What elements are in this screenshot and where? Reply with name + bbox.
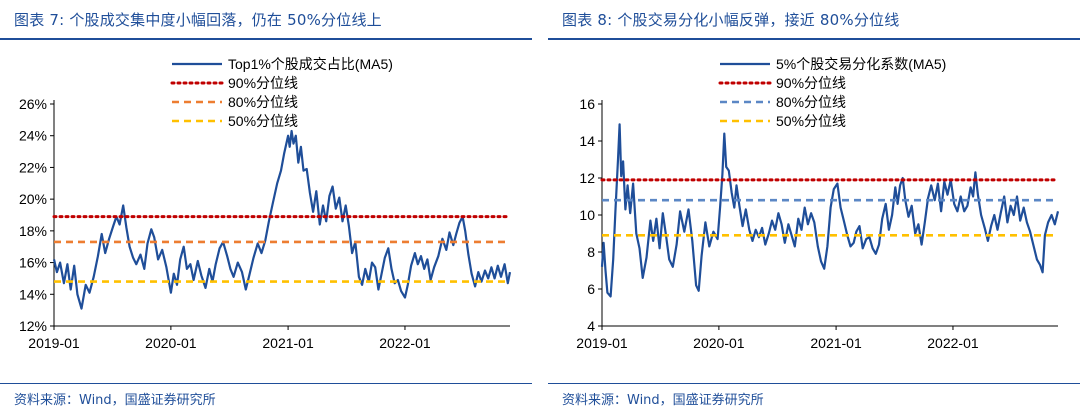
chart1-x-tick-label: 2022-01 [927, 335, 979, 351]
chart1-y-tick-label: 10 [579, 207, 595, 223]
figure-7-title: 图表 7: 个股成交集中度小幅回落，仍在 50%分位线上 [14, 11, 382, 29]
figure-8-chart: 4 6 8 10 12 14 16 2019-01 2020-01 2021-01 2022-01 5… [576, 56, 1060, 351]
chart0-y-tick-label: 18% [19, 223, 47, 239]
chart0-legend-label-2: 80%分位线 [228, 94, 298, 110]
chart1-y-tick-label: 16 [579, 96, 595, 112]
chart1-legend-label-2: 80%分位线 [776, 94, 846, 110]
chart1-legend-label-1: 90%分位线 [776, 75, 846, 91]
chart1-y-tick-label: 14 [579, 133, 595, 149]
figure-8-top-rule [548, 38, 1080, 40]
chart0-y-tick-label: 12% [19, 318, 47, 334]
chart0-x-tick-label: 2020-01 [145, 335, 197, 351]
figure-7-source: 资料来源：Wind，国盛证券研究所 [14, 393, 216, 408]
chart1-x-tick-label: 2019-01 [576, 335, 628, 351]
chart1-y-tick-label: 8 [587, 244, 595, 260]
chart1-series-0-line [600, 123, 1060, 298]
chart0-x-tick-label: 2021-01 [262, 335, 314, 351]
figure-7-top-rule [0, 38, 532, 40]
chart1-y-tick-label: 12 [579, 170, 595, 186]
chart0-y-tick-label: 14% [19, 286, 47, 302]
figure-8-bottom-rule [548, 383, 1080, 384]
chart0-series-0-line [52, 129, 512, 310]
chart0-legend-label-3: 50%分位线 [228, 113, 298, 129]
figure-8-title: 图表 8: 个股交易分化小幅反弹，接近 80%分位线 [562, 11, 900, 29]
chart0-y-tick-label: 26% [19, 96, 47, 112]
chart0-x-tick-label: 2019-01 [28, 335, 80, 351]
chart1-y-tick-label: 6 [587, 281, 595, 297]
chart0-y-tick-label: 20% [19, 191, 47, 207]
chart0-y-tick-label: 24% [19, 128, 47, 144]
chart0-y-tick-label: 22% [19, 159, 47, 175]
figure-8-panel: 图表 8: 个股交易分化小幅反弹，接近 80%分位线 4 6 8 10 12 14 16 20… [548, 0, 1080, 417]
chart0-legend-label-0: Top1%个股成交占比(MA5) [228, 56, 393, 72]
figure-7-panel: 图表 7: 个股成交集中度小幅回落，仍在 50%分位线上 12% 14% 16% 18… [0, 0, 532, 417]
chart1-x-tick-label: 2020-01 [693, 335, 745, 351]
chart0-x-tick-label: 2022-01 [379, 335, 431, 351]
figure-7-chart: 12% 14% 16% 18% 20% 22% 24% 26% 2019-01 2020-01 20… [19, 56, 512, 351]
chart0-legend-label-1: 90%分位线 [228, 75, 298, 91]
chart1-legend-label-3: 50%分位线 [776, 113, 846, 129]
chart0-y-tick-label: 16% [19, 255, 47, 271]
figure-7-bottom-rule [0, 383, 532, 384]
chart1-y-tick-label: 4 [587, 318, 595, 334]
chart1-x-tick-label: 2021-01 [810, 335, 862, 351]
chart1-legend-label-0: 5%个股交易分化系数(MA5) [776, 56, 946, 72]
figure-8-source: 资料来源：Wind，国盛证券研究所 [562, 393, 764, 408]
